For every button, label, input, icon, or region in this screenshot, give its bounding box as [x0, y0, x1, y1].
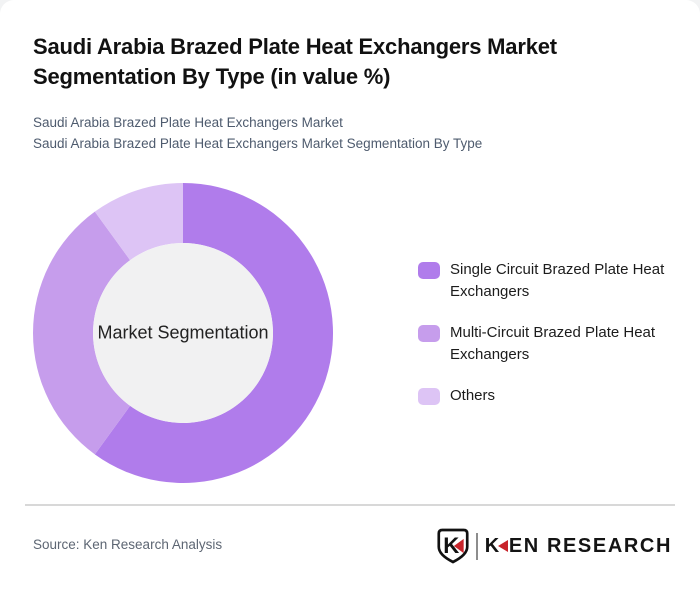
legend-swatch-single-circuit — [418, 262, 440, 279]
chart-legend: Single Circuit Brazed Plate Heat Exchang… — [418, 259, 690, 426]
donut-slice-2 — [94, 183, 183, 261]
subtitle-line-1: Saudi Arabia Brazed Plate Heat Exchanger… — [33, 115, 343, 130]
subtitle-line-2: Saudi Arabia Brazed Plate Heat Exchanger… — [33, 136, 483, 151]
legend-label-multi-circuit: Multi-Circuit Brazed Plate Heat Exchange… — [450, 324, 656, 363]
page-title: Saudi Arabia Brazed Plate Heat Exchanger… — [33, 34, 557, 89]
ken-research-wordmark: K EN RESEARCH — [485, 535, 672, 558]
badge-letter: K — [443, 533, 459, 558]
legend-label-others: Others — [450, 387, 496, 404]
donut-center-label: Market Segmentation — [97, 322, 269, 343]
donut-chart: Market Segmentation — [33, 183, 333, 483]
donut-slice-0 — [94, 183, 333, 483]
subtitle-block: Saudi Arabia Brazed Plate Heat Exchanger… — [33, 112, 653, 154]
legend-item-single-circuit: Single Circuit Brazed Plate Heat Exchang… — [418, 259, 690, 303]
legend-label-single-circuit: Single Circuit Brazed Plate Heat Exchang… — [450, 261, 665, 300]
badge-red-triangle-icon — [453, 538, 464, 554]
legend-swatch-multi-circuit — [418, 325, 440, 342]
legend-item-others: Others — [418, 385, 690, 407]
donut-chart-svg — [33, 183, 333, 483]
legend-item-multi-circuit: Multi-Circuit Brazed Plate Heat Exchange… — [418, 322, 690, 366]
ken-research-shield-icon: K — [437, 528, 469, 564]
donut-inner-circle — [93, 243, 273, 423]
ken-research-logo: K K EN RESEARCH — [437, 528, 672, 564]
legend-swatch-others — [418, 388, 440, 405]
logo-vertical-bar — [475, 532, 478, 560]
wordmark-red-triangle-icon — [497, 540, 508, 552]
footer-divider — [25, 504, 675, 506]
wordmark-rest: EN RESEARCH — [508, 534, 672, 557]
wordmark-k: K — [484, 534, 501, 557]
donut-slice-1 — [33, 211, 131, 455]
source-text: Source: Ken Research Analysis — [33, 537, 223, 552]
